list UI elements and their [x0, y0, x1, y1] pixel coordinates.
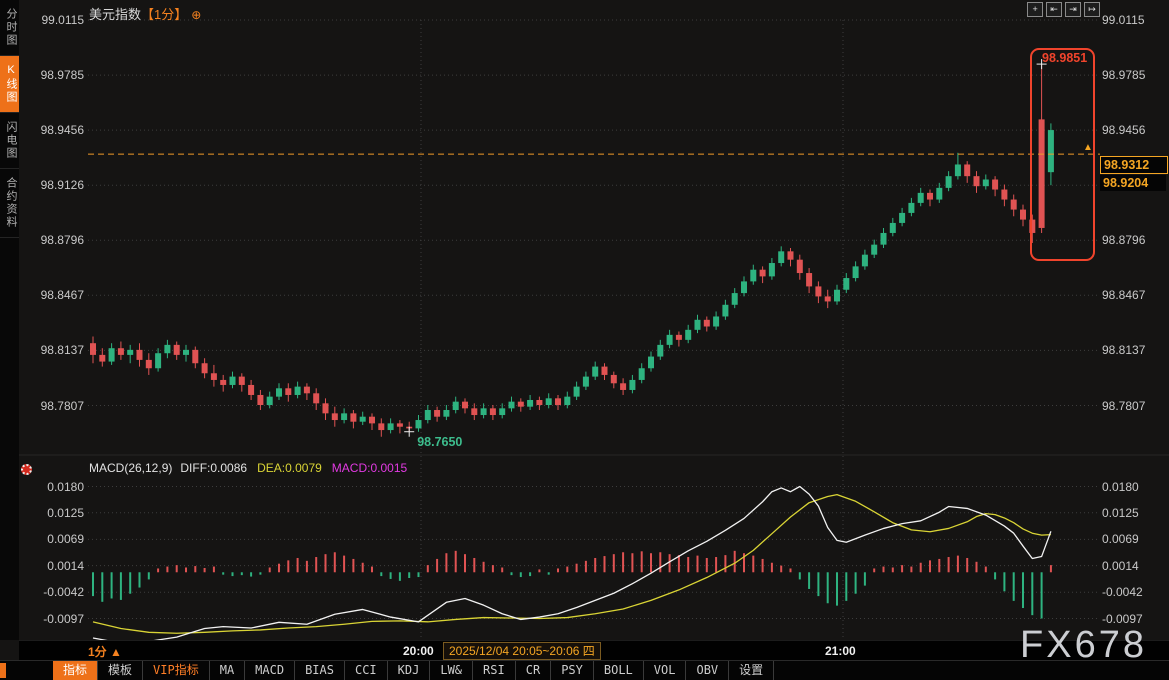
macd-dea-value: DEA:0.0079	[257, 461, 322, 475]
macd-macd-value: MACD:0.0015	[331, 461, 408, 475]
chart-title: 美元指数【1分】 ⊕	[89, 4, 201, 23]
chart-tools: + ⇤ ⇥ ↦	[1027, 2, 1100, 17]
indicator-button[interactable]: BIAS	[295, 661, 345, 680]
macd-diff-value: DIFF:0.0086	[180, 461, 248, 475]
watermark: FX678	[1020, 624, 1147, 666]
sidebar-tab[interactable]: K线图	[0, 56, 19, 113]
indicator-button[interactable]: CCI	[345, 661, 388, 680]
interval-tag[interactable]: 【1分】	[141, 7, 188, 22]
macd-params-label: MACD(26,12,9)	[89, 461, 173, 475]
time-range-label: 2025/12/04 20:05~20:06 四	[443, 642, 601, 660]
indicator-button[interactable]: CR	[516, 661, 552, 680]
sidebar-tab[interactable]: 闪电图	[0, 113, 19, 169]
sidebar-tab[interactable]: 合约资料	[0, 169, 19, 238]
indicator-button[interactable]: VIP指标	[143, 661, 210, 680]
indicator-settings-icon[interactable]	[21, 464, 32, 475]
axis-scale-left-icon[interactable]: ⇤	[1046, 2, 1062, 17]
axis-scale-right-icon[interactable]: ⇥	[1065, 2, 1081, 17]
macd-header: MACD(26,12,9) DIFF:0.0086 DEA:0.0079 MACD:0…	[89, 461, 407, 475]
indicator-button[interactable]: VOL	[644, 661, 687, 680]
indicator-button[interactable]: RSI	[473, 661, 516, 680]
add-indicator-icon[interactable]: ⊕	[191, 8, 202, 22]
indicator-button[interactable]: BOLL	[594, 661, 644, 680]
indicator-button[interactable]: OBV	[686, 661, 730, 680]
crosshair-tool-icon[interactable]: +	[1027, 2, 1043, 17]
time-tick-2000: 20:00	[403, 644, 434, 658]
indicator-toolbar: 指标 模板 VIP指标 MA MACD BIAS CCI KDJ LW& RSI…	[0, 660, 1169, 680]
symbol-name: 美元指数	[89, 7, 142, 22]
time-axis: 1分 ▲ 20:00 2025/12/04 20:05~20:06 四 21:0…	[19, 640, 1169, 661]
indicator-button[interactable]: PSY	[551, 661, 594, 680]
panel-handle[interactable]	[0, 663, 6, 678]
time-tick-2100: 21:00	[825, 644, 856, 658]
indicator-button[interactable]: 指标	[53, 661, 99, 680]
chart-type-sidebar: 分时图 K线图 闪电图 合约资料	[0, 0, 19, 640]
indicator-button[interactable]: LW&	[430, 661, 474, 680]
indicator-button[interactable]: MACD	[245, 661, 296, 680]
sidebar-tab[interactable]: 分时图	[0, 0, 19, 56]
indicator-button[interactable]: KDJ	[388, 661, 431, 680]
indicator-button[interactable]: 设置	[729, 661, 775, 680]
indicator-button[interactable]: MA	[210, 661, 246, 680]
interval-selector[interactable]: 1分 ▲	[88, 645, 122, 659]
indicator-button[interactable]: 模板	[98, 661, 144, 680]
pane-expand-icon[interactable]: ↦	[1084, 2, 1100, 17]
